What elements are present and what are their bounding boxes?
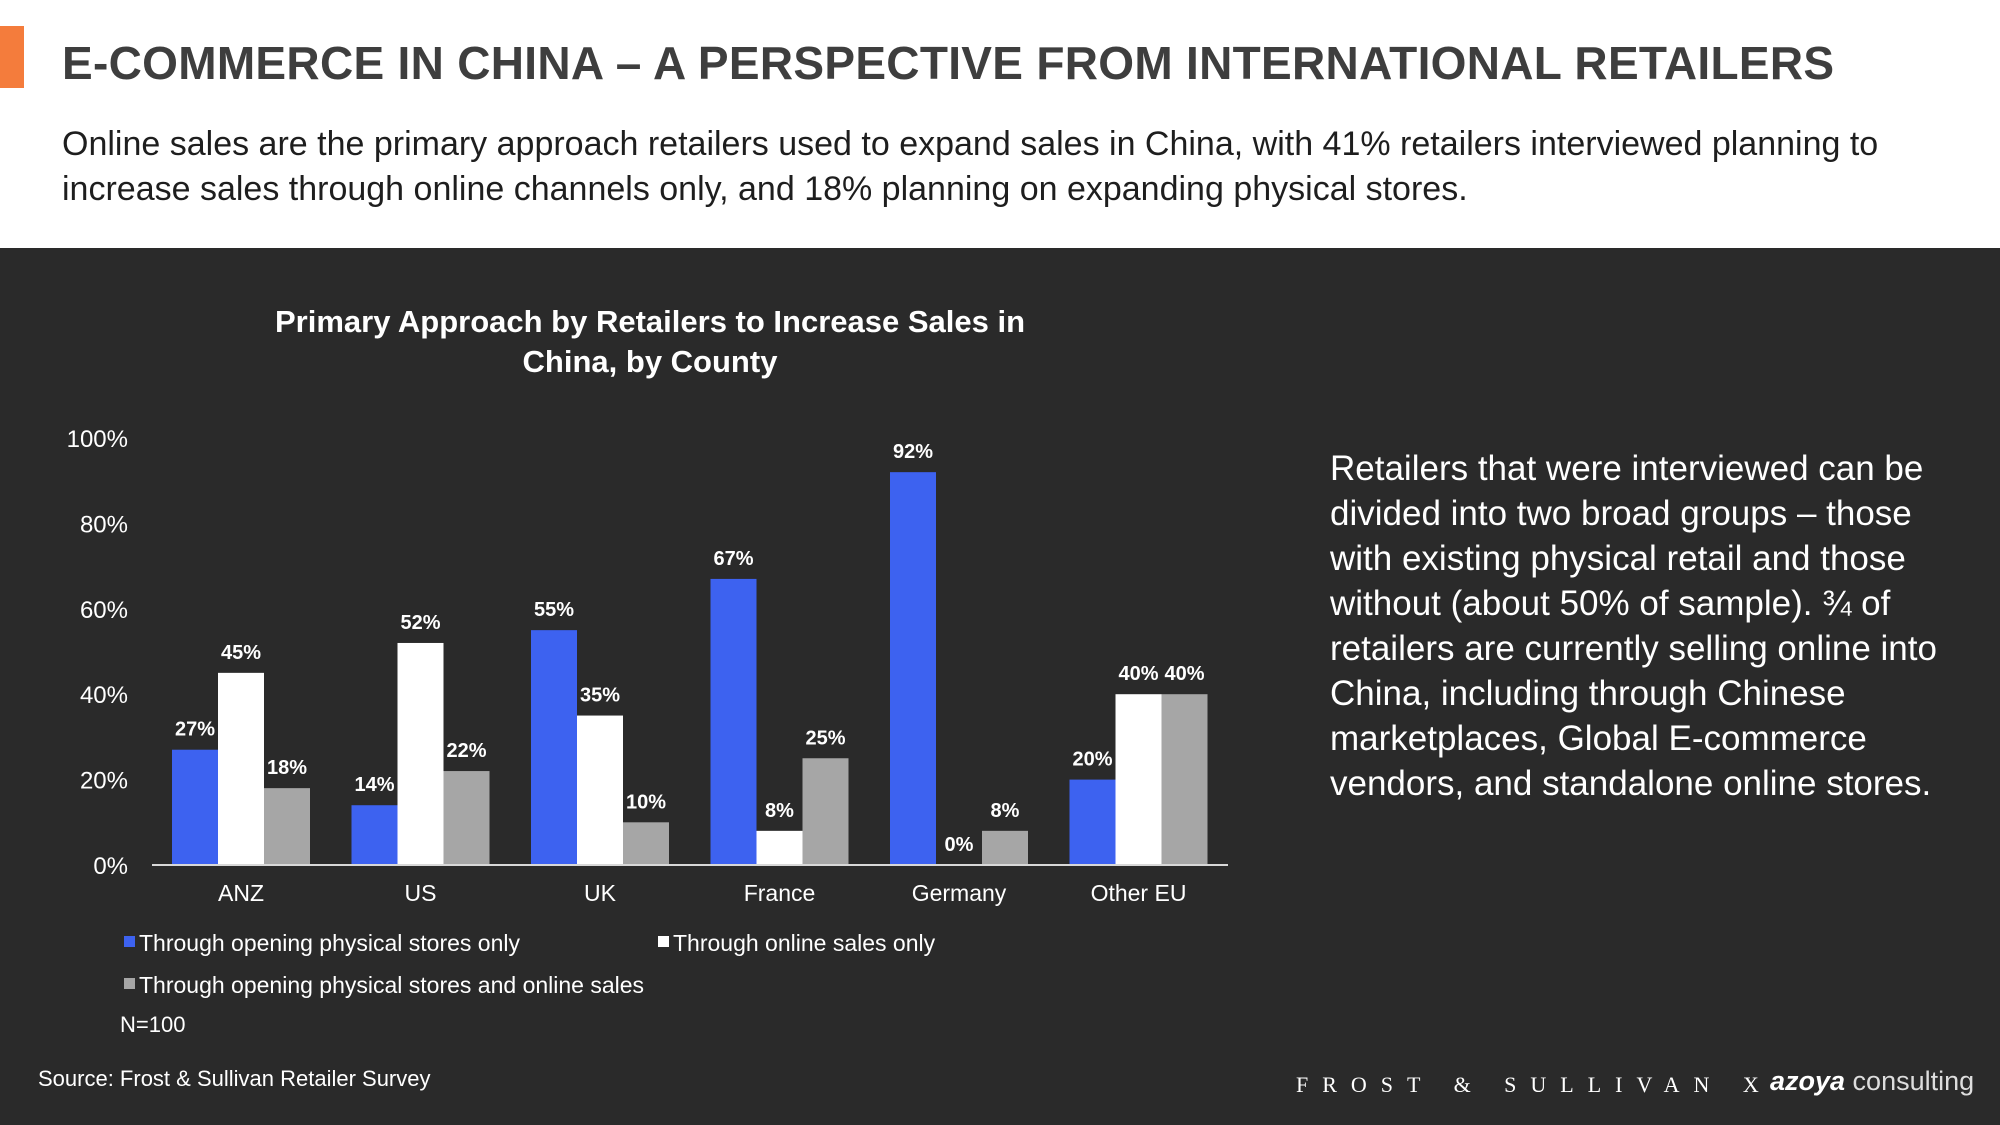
legend-swatch-physical	[124, 936, 135, 948]
y-tick-label: 100%	[67, 426, 128, 453]
bar	[264, 788, 310, 865]
page-subtitle: Online sales are the primary approach re…	[62, 125, 1879, 208]
legend-item-both: Through opening physical stores and onli…	[124, 972, 644, 999]
bar	[351, 805, 398, 865]
data-label: 45%	[221, 642, 261, 664]
data-label: 25%	[805, 727, 845, 749]
header-section: E-COMMERCE IN CHINA – A PERSPECTIVE FROM…	[0, 0, 2000, 248]
data-label: 0%	[945, 834, 974, 856]
legend-swatch-both	[124, 978, 135, 990]
data-label: 8%	[765, 800, 794, 822]
y-tick-label: 60%	[80, 597, 128, 624]
side-commentary: Retailers that were interviewed can be d…	[1330, 449, 1937, 803]
data-label: 55%	[534, 599, 574, 621]
bar	[172, 749, 218, 865]
bar	[218, 672, 264, 865]
azoya-consulting-logo: azoya consulting	[1770, 1066, 1974, 1097]
bar	[890, 472, 936, 865]
data-label: 14%	[354, 774, 394, 796]
y-tick-label: 20%	[80, 768, 128, 795]
data-label: 40%	[1164, 663, 1204, 685]
bar	[756, 830, 803, 865]
chart-title: Primary Approach by Retailers to Increas…	[274, 304, 1026, 379]
bar	[443, 771, 490, 865]
data-label: 10%	[626, 791, 666, 813]
page-title: E-COMMERCE IN CHINA – A PERSPECTIVE FROM…	[62, 37, 1835, 89]
frost-sullivan-logo: FROST & SULLIVAN X	[1296, 1072, 1773, 1097]
bar	[397, 642, 444, 865]
legend-label-online: Through online sales only	[673, 930, 936, 956]
accent-bar	[0, 26, 24, 88]
bar	[982, 830, 1028, 865]
bar	[623, 822, 669, 865]
legend-item-physical: Through opening physical stores only	[124, 930, 520, 957]
azoya-logo-light: consulting	[1845, 1066, 1975, 1096]
data-label: 27%	[175, 719, 215, 741]
data-label: 18%	[267, 757, 307, 779]
bar	[577, 715, 623, 865]
data-label: 92%	[893, 441, 933, 463]
legend-label-both: Through opening physical stores and onli…	[139, 972, 645, 998]
bar	[1069, 779, 1116, 865]
data-label: 40%	[1118, 663, 1158, 685]
bar	[802, 758, 849, 865]
y-tick-label: 0%	[93, 853, 128, 880]
y-tick-label: 40%	[80, 682, 128, 709]
legend-item-online: Through online sales only	[658, 930, 935, 957]
data-label: 22%	[446, 740, 486, 762]
azoya-logo-bold: azoya	[1770, 1066, 1846, 1096]
legend-swatch-online	[658, 936, 669, 948]
bar	[1161, 694, 1208, 865]
legend-label-physical: Through opening physical stores only	[139, 930, 521, 956]
x-category-label: France	[744, 880, 816, 906]
x-category-label: ANZ	[218, 880, 264, 906]
data-label: 52%	[400, 612, 440, 634]
x-category-label: UK	[584, 880, 617, 906]
data-label: 67%	[713, 548, 753, 570]
y-tick-label: 80%	[80, 511, 128, 538]
content-panel	[0, 248, 2000, 1125]
x-category-label: Germany	[912, 880, 1007, 906]
data-label: 8%	[991, 800, 1020, 822]
data-label: 35%	[580, 685, 620, 707]
bar	[531, 630, 577, 865]
source-note: Source: Frost & Sullivan Retailer Survey	[38, 1066, 431, 1091]
bar	[1115, 694, 1162, 865]
x-category-label: US	[405, 880, 437, 906]
bar	[710, 578, 757, 865]
sample-size-note: N=100	[120, 1012, 186, 1037]
x-category-label: Other EU	[1091, 880, 1187, 906]
data-label: 20%	[1072, 749, 1112, 771]
